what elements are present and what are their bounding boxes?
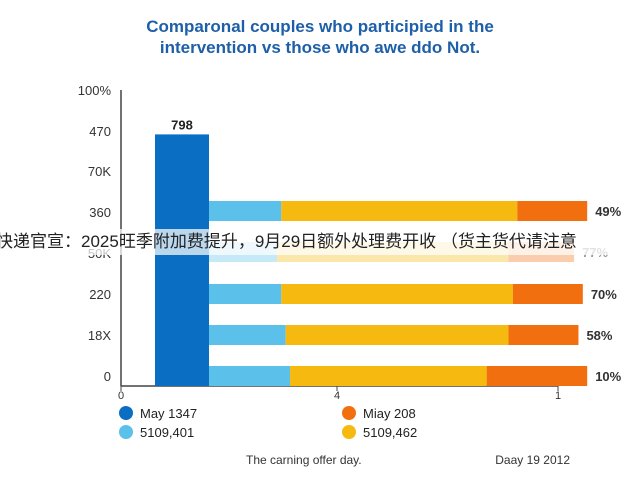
footer-right-text: Daay 19 2012 xyxy=(495,453,570,467)
row-percent-label: 49% xyxy=(595,204,621,219)
y-tick-label: 18X xyxy=(88,328,111,343)
stacked-bar-segment xyxy=(207,325,286,345)
x-tick-label: 1 xyxy=(555,390,561,402)
notice-banner-text: 快递官宣：2025旺季附加费提升，9月29日额外处理费开收 （货主货代请注意 xyxy=(0,232,577,251)
y-tick-label: 100% xyxy=(78,83,112,98)
bars xyxy=(155,134,588,386)
chart-title: Comparonal couples who participied in th… xyxy=(0,16,640,58)
chart-title-line-1: Comparonal couples who participied in th… xyxy=(146,17,494,36)
legend-swatch xyxy=(119,406,133,420)
row-percent-label: 58% xyxy=(586,328,612,343)
x-tick-label: 0 xyxy=(118,390,124,402)
stacked-bar-segment xyxy=(207,366,291,386)
row-percent-label: 10% xyxy=(595,369,621,384)
stacked-bar-segment xyxy=(508,325,579,345)
tall-bar-value-label: 798 xyxy=(171,117,193,132)
y-tick-label: 0 xyxy=(104,369,111,384)
stacked-bar-segment xyxy=(285,325,509,345)
x-tick-label: 4 xyxy=(334,390,340,402)
stacked-bar-segment xyxy=(517,201,588,221)
labels: 49%77%70%58%10%798 xyxy=(171,117,622,384)
y-tick-label: 360 xyxy=(89,205,111,220)
legend-label: Miay 208 xyxy=(363,406,416,421)
stacked-bar-segment xyxy=(207,201,282,221)
notice-banner: 快递官宣：2025旺季附加费提升，9月29日额外处理费开收 （货主货代请注意 xyxy=(0,229,640,255)
stacked-bar-segment xyxy=(512,284,583,304)
footer-left-text: The carning offer day. xyxy=(246,453,362,467)
legend-label: 5109,462 xyxy=(363,425,417,440)
y-tick-label: 220 xyxy=(89,287,111,302)
stacked-bar-segment xyxy=(290,366,487,386)
stacked-bar-segment xyxy=(486,366,588,386)
stacked-bar-segment xyxy=(281,201,518,221)
legend-label: 5109,401 xyxy=(140,425,194,440)
chart-title-line-2: intervention vs those who awe ddo Not. xyxy=(159,38,481,57)
legend-swatch xyxy=(119,425,133,439)
stacked-bar-segment xyxy=(207,284,282,304)
row-percent-label: 70% xyxy=(591,287,617,302)
legend-label: May 1347 xyxy=(140,406,197,421)
y-tick-label: 70K xyxy=(88,164,111,179)
legend-swatch xyxy=(342,425,356,439)
tall-bar xyxy=(155,134,209,386)
legend-swatch xyxy=(342,406,356,420)
y-tick-label: 470 xyxy=(89,124,111,139)
stacked-bar-segment xyxy=(281,284,513,304)
